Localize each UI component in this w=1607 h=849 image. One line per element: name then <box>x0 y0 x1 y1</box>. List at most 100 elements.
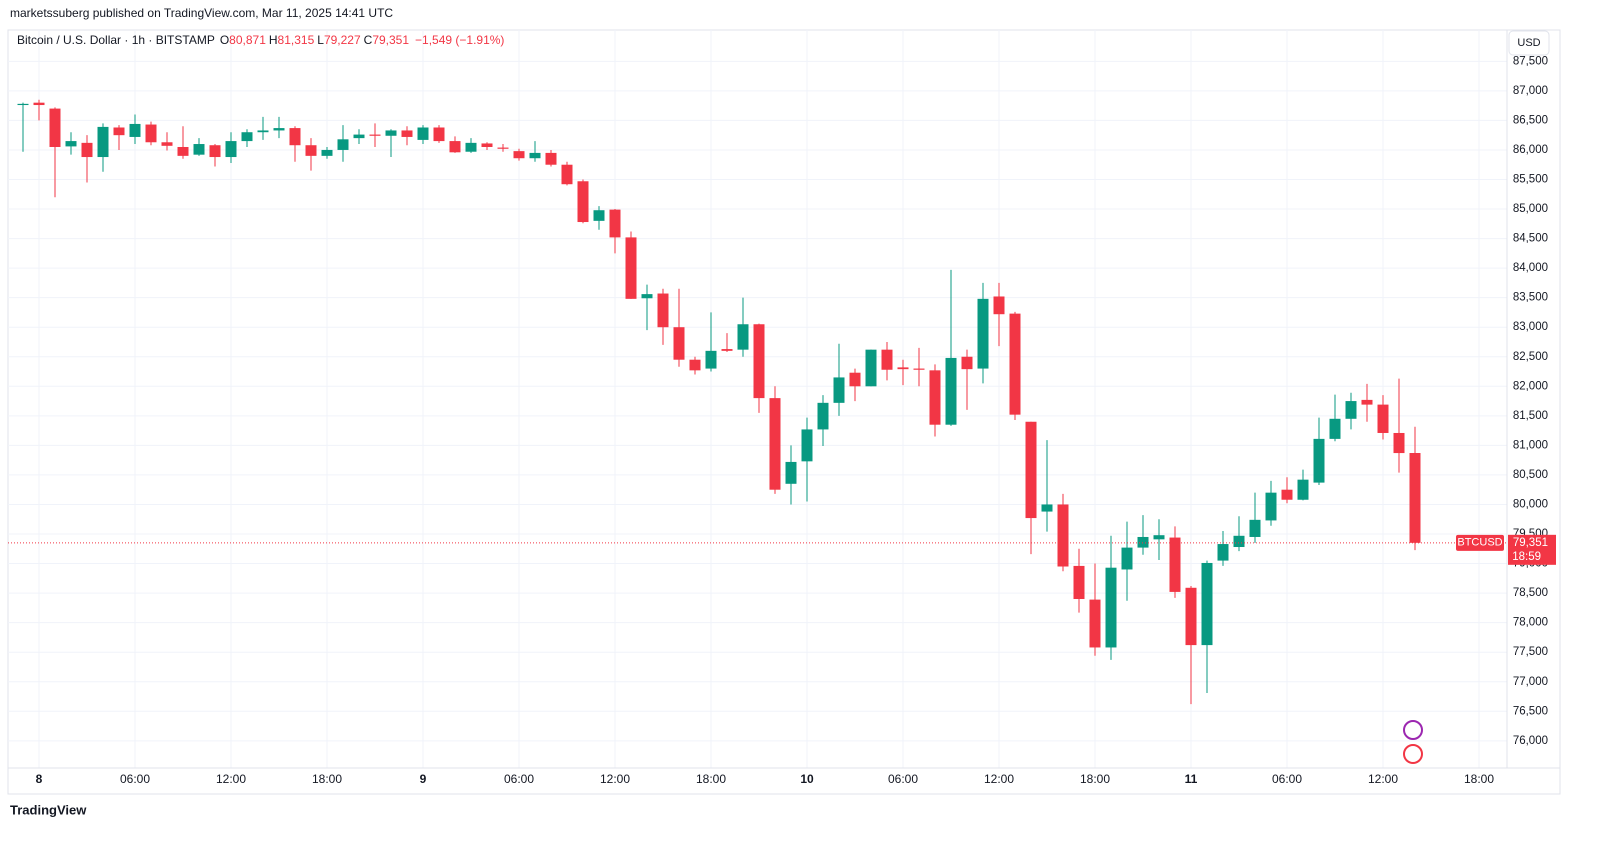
candle-body <box>1329 418 1341 439</box>
y-tick-label: 82,500 <box>1513 351 1548 363</box>
candle-body <box>1137 536 1149 548</box>
y-tick-label: 84,000 <box>1513 262 1548 274</box>
y-tick-label: 77,000 <box>1513 676 1548 688</box>
candle-body <box>337 139 349 150</box>
candle-body <box>513 151 525 159</box>
candle-body <box>289 128 301 146</box>
chart-frame <box>7 29 1561 795</box>
y-tick-label: 86,500 <box>1513 114 1548 126</box>
candle-body <box>1185 587 1197 646</box>
x-tick-label: 18:00 <box>696 772 726 786</box>
candle-body <box>657 293 669 328</box>
ohlc-key: H <box>269 33 278 47</box>
y-tick-label: 78,000 <box>1513 617 1548 629</box>
candle-body <box>641 294 653 299</box>
economic-event-icon[interactable] <box>1403 744 1423 764</box>
candle-body <box>865 349 877 387</box>
candle-body <box>81 142 93 158</box>
symbol-tag: BTCUSD <box>1457 537 1502 549</box>
x-tick-label: 12:00 <box>600 772 630 786</box>
candle-body <box>689 359 701 371</box>
ohlc-key: C <box>364 33 373 47</box>
candle-body <box>241 132 253 142</box>
y-tick-label: 81,000 <box>1513 439 1548 451</box>
candle-body <box>753 324 765 399</box>
candle-body <box>625 237 637 299</box>
candle-body <box>1345 401 1357 419</box>
candle-body <box>545 152 557 165</box>
candle-body <box>1041 504 1053 512</box>
candle-body <box>1201 562 1213 646</box>
candle-body <box>417 127 429 140</box>
candle-body <box>705 350 717 369</box>
candle-body <box>433 127 445 142</box>
candle-body <box>1073 565 1085 600</box>
candle-body <box>465 142 477 152</box>
candle-body <box>1281 489 1293 500</box>
candle-body <box>1169 537 1181 592</box>
candle-body <box>1361 399 1373 405</box>
candle-body <box>1025 421 1037 519</box>
x-tick-label: 18:00 <box>1080 772 1110 786</box>
candle-body <box>49 108 61 147</box>
currency-button[interactable] <box>1508 30 1550 56</box>
ohlc-key: O <box>220 33 229 47</box>
candle-body <box>1105 567 1117 648</box>
y-tick-label: 87,000 <box>1513 85 1548 97</box>
countdown: 18:59 <box>1512 551 1541 563</box>
events-icon[interactable] <box>1403 720 1423 740</box>
x-tick-label: 06:00 <box>504 772 534 786</box>
candle-body <box>1233 535 1245 548</box>
candle-body <box>1057 504 1069 567</box>
candle-body <box>1009 313 1021 415</box>
candle-body <box>401 130 413 137</box>
footer-logo: TradingView <box>10 802 87 817</box>
x-tick-label: 11 <box>1185 772 1198 786</box>
candle-body <box>97 126 109 158</box>
last-price-label: 79,351 <box>1513 537 1548 549</box>
candle-body <box>529 152 541 159</box>
candle-body <box>993 296 1005 315</box>
currency: USD <box>1517 37 1540 49</box>
x-tick-label: 06:00 <box>888 772 918 786</box>
symbol-name: Bitcoin / U.S. Dollar · 1h · BITSTAMP <box>17 33 215 47</box>
x-tick-label: 8 <box>36 772 43 786</box>
candle-body <box>833 377 845 403</box>
x-tick-label: 06:00 <box>1272 772 1302 786</box>
candle-body <box>1249 519 1261 537</box>
ohlc-value: 80,871 <box>229 33 266 47</box>
candle-body <box>145 124 157 143</box>
x-tick-label: 18:00 <box>1464 772 1494 786</box>
candle-body <box>65 141 77 147</box>
candle-body <box>369 134 381 136</box>
y-tick-label: 80,000 <box>1513 499 1548 511</box>
x-tick-label: 12:00 <box>984 772 1014 786</box>
candle-body <box>817 402 829 430</box>
candle-body <box>913 368 925 370</box>
candles <box>17 99 1421 705</box>
candle-body <box>881 349 893 370</box>
candle-body <box>209 145 221 158</box>
candle-body <box>17 103 29 106</box>
y-tick-label: 80,500 <box>1513 469 1548 481</box>
y-tick-label: 83,500 <box>1513 292 1548 304</box>
candle-body <box>1089 599 1101 648</box>
candle-body <box>785 461 797 484</box>
candle-body <box>33 102 45 106</box>
symbol-legend: Bitcoin / U.S. Dollar · 1h · BITSTAMP O 80… <box>17 33 504 47</box>
candle-body <box>961 356 973 370</box>
candle-body <box>977 298 989 369</box>
candle-body <box>1409 453 1421 543</box>
candle-body <box>257 130 269 133</box>
candle-body <box>945 357 957 425</box>
candle-body <box>849 372 861 387</box>
ohlc-value: 79,351 <box>372 33 409 47</box>
candle-body <box>161 142 173 146</box>
y-tick-label: 85,500 <box>1513 174 1548 186</box>
candle-body <box>113 127 125 136</box>
candle-body <box>609 209 621 238</box>
candle-body <box>897 367 909 370</box>
candle-body <box>673 327 685 360</box>
y-tick-label: 85,000 <box>1513 203 1548 215</box>
x-tick-label: 18:00 <box>312 772 342 786</box>
